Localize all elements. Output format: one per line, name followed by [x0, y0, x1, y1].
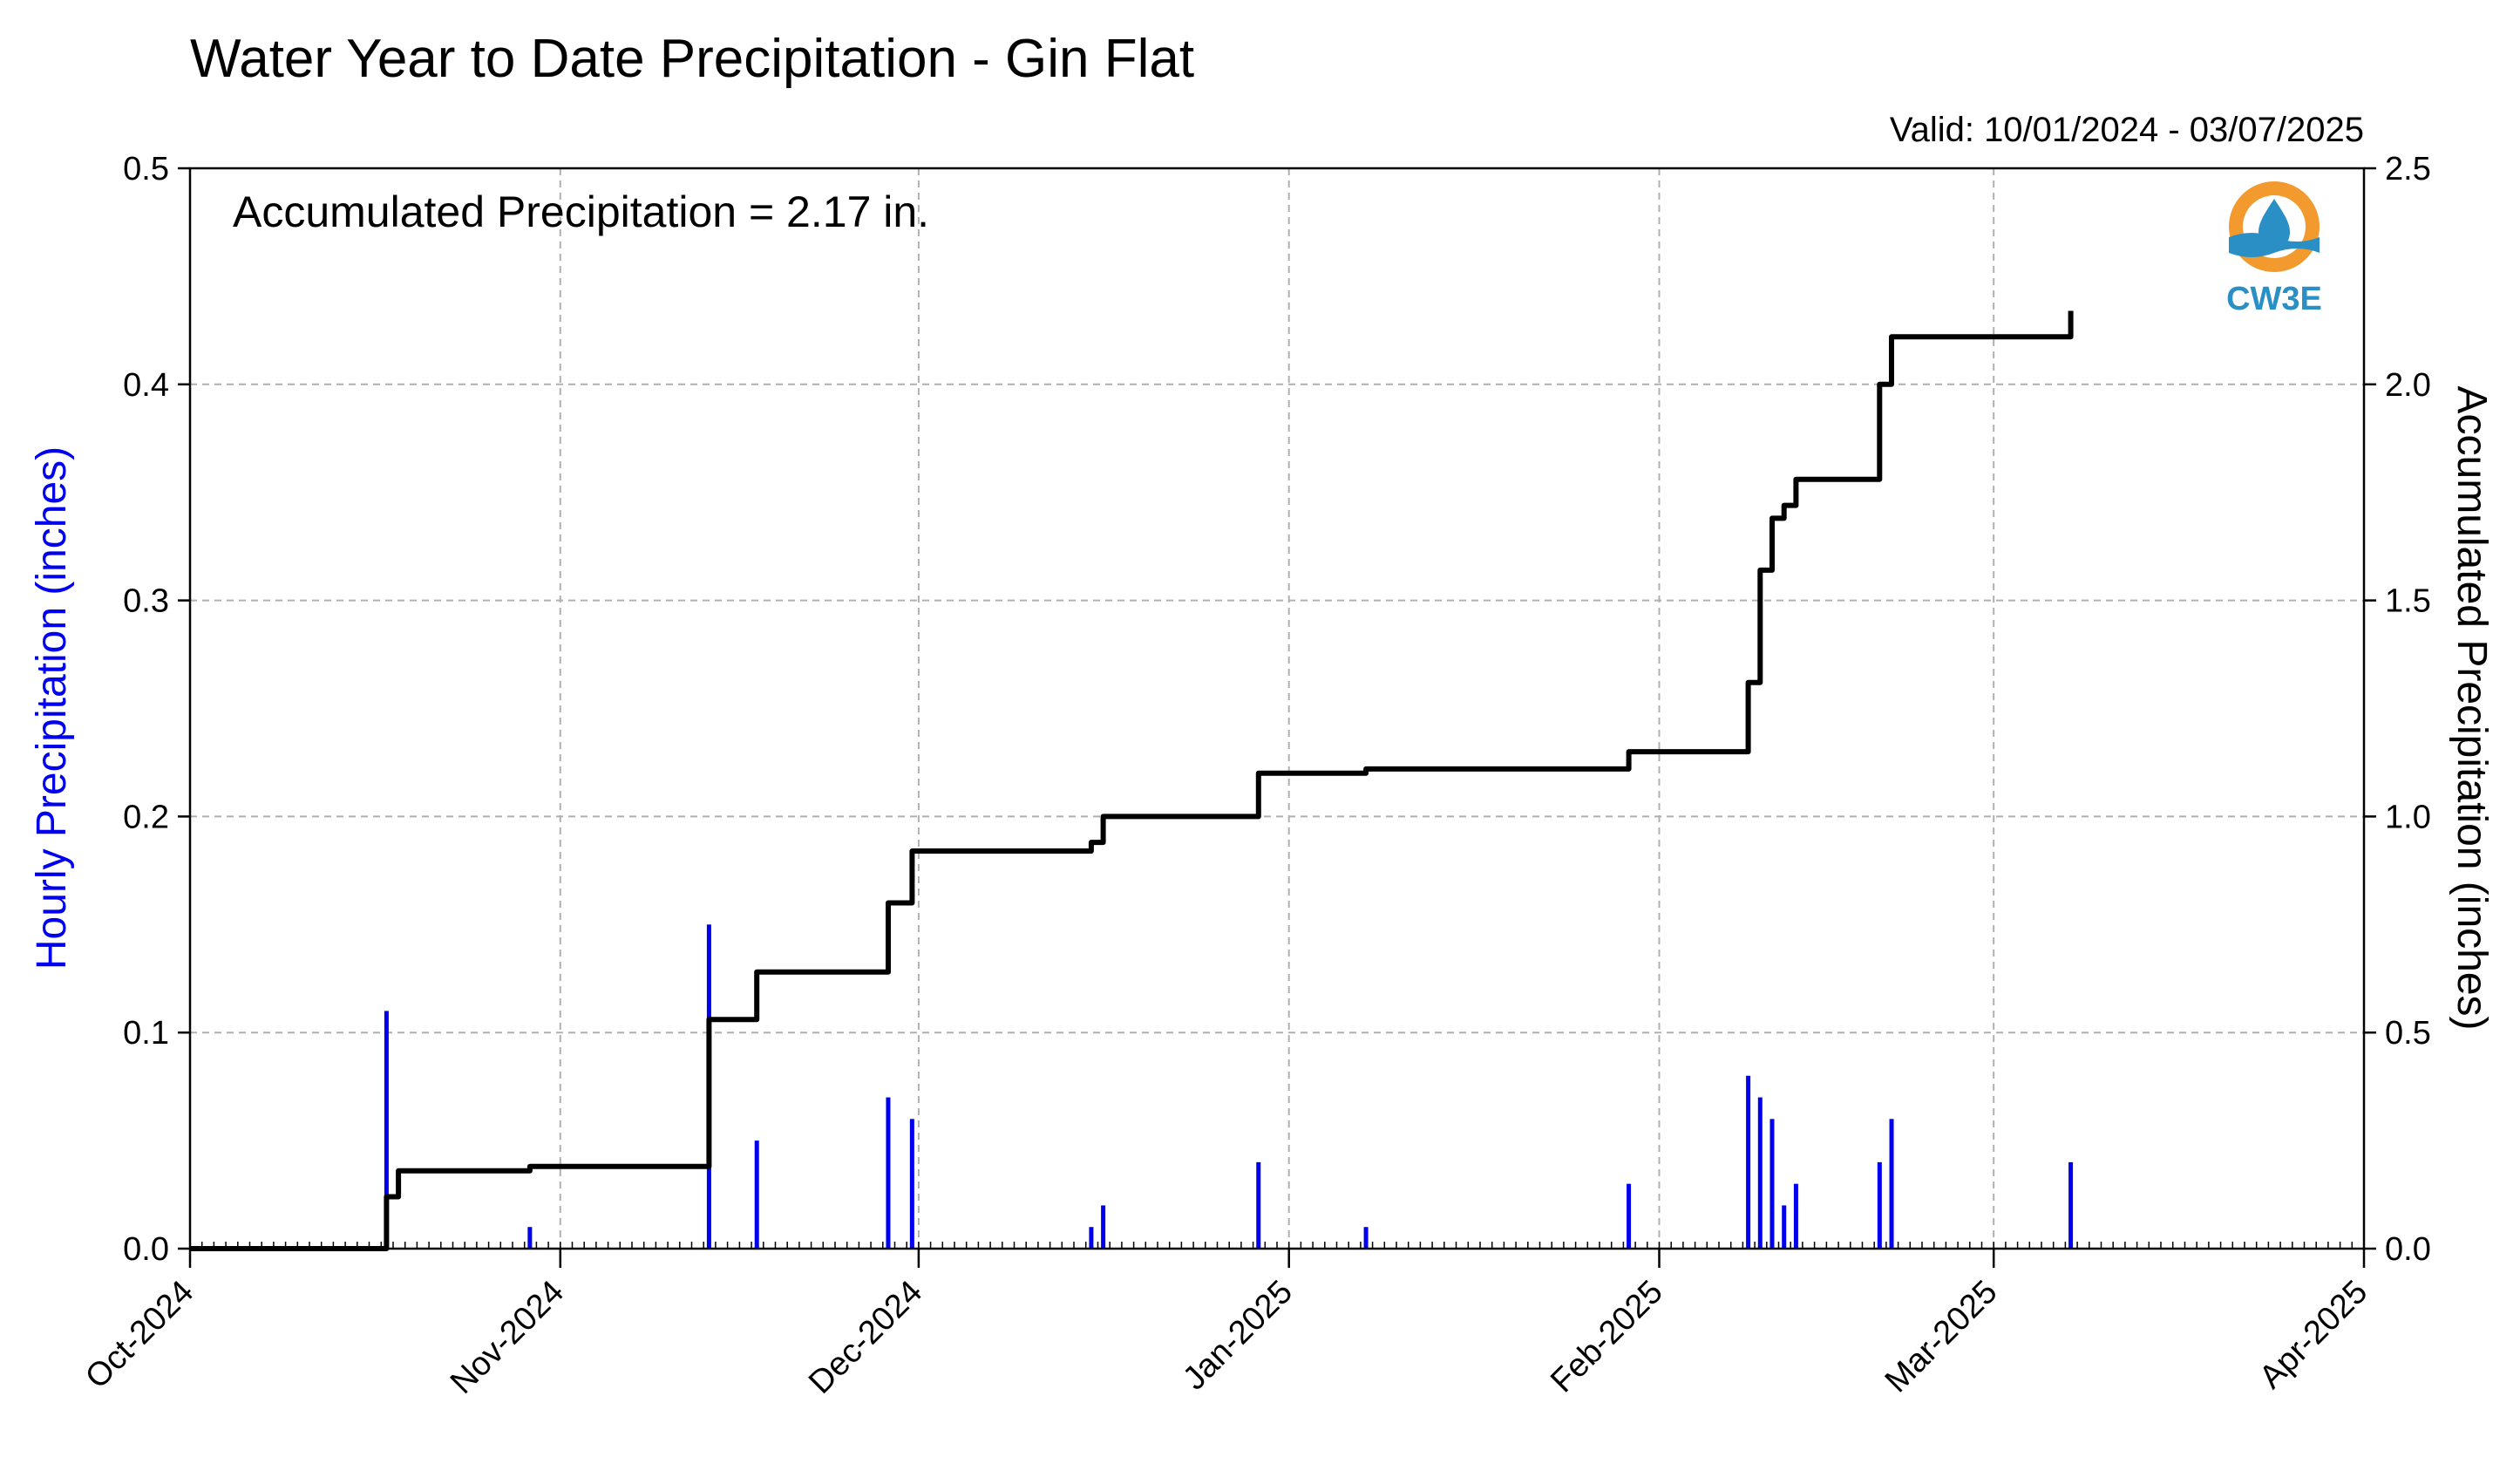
hourly-bar: [1889, 1119, 1894, 1249]
plot-frame: [188, 167, 2366, 1250]
hourly-bar: [1256, 1161, 1261, 1249]
accumulated-line: [190, 310, 2074, 1251]
valid-date-range: Valid: 10/01/2024 - 03/07/2025: [1890, 111, 2364, 149]
hourly-bar: [384, 1011, 389, 1249]
hourly-bars: [384, 924, 2074, 1249]
y-right-tick-label: 2.0: [2385, 367, 2431, 404]
hourly-bar: [1101, 1205, 1106, 1249]
hourly-bar: [527, 1227, 533, 1249]
x-minor-ticks: [189, 1242, 2365, 1249]
x-tick-label: Dec-2024: [802, 1274, 929, 1401]
y-right-tick-label: 0.5: [2385, 1015, 2431, 1052]
y-axis-right-label: Accumulated Precipitation (inches): [2449, 385, 2495, 1030]
x-tick-label: Oct-2024: [78, 1274, 200, 1396]
y-left-tick-label: 0.5: [123, 151, 169, 187]
y-left-tick-label: 0.2: [123, 799, 169, 835]
cw3e-logo: CW3E: [2226, 181, 2322, 317]
hourly-bar: [1363, 1227, 1369, 1249]
y-left-tick-label: 0.3: [123, 583, 169, 620]
y-left-tick-label: 0.1: [123, 1015, 169, 1052]
hourly-bar: [754, 1141, 759, 1249]
x-tick-label: Feb-2025: [1544, 1274, 1670, 1400]
axes: 0.0 0.1 0.2 0.3 0.4 0.5 0.0 0.5 1.0 1.5 2.0 2.5 Oct-…: [78, 151, 2431, 1401]
hourly-bar: [1757, 1097, 1763, 1249]
logo-text: CW3E: [2226, 281, 2322, 317]
y-axis-left-label: Hourly Precipitation (inches): [29, 446, 75, 970]
x-tick-label: Mar-2025: [1878, 1274, 2005, 1400]
y-left-tick-label: 0.4: [123, 367, 169, 404]
y-right-tick-label: 1.0: [2385, 799, 2431, 835]
hourly-bar: [1089, 1227, 1094, 1249]
x-tick-label: Apr-2025: [2252, 1274, 2374, 1396]
y-right-tick-label: 0.0: [2385, 1231, 2431, 1268]
hourly-bar: [1877, 1161, 1882, 1249]
logo-wave-icon: [2229, 233, 2320, 257]
hourly-bar: [2068, 1161, 2074, 1249]
y-right-tick-label: 2.5: [2385, 151, 2431, 187]
hourly-bar: [1746, 1075, 1751, 1249]
hourly-bar: [1769, 1119, 1775, 1249]
hourly-bar: [909, 1119, 914, 1249]
accumulated-annotation: Accumulated Precipitation = 2.17 in.: [233, 187, 929, 236]
x-tick-label: Nov-2024: [444, 1274, 571, 1401]
hourly-bar: [1782, 1205, 1787, 1249]
grid-lines: [190, 168, 2364, 1249]
y-left-tick-label: 0.0: [123, 1231, 169, 1268]
chart-title: Water Year to Date Precipitation - Gin F…: [190, 29, 1194, 89]
hourly-bar: [1627, 1183, 1632, 1249]
accumulated-step-line: [190, 310, 2074, 1251]
y-right-tick-label: 1.5: [2385, 583, 2431, 620]
x-tick-label: Jan-2025: [1176, 1274, 1300, 1398]
hourly-bar: [886, 1097, 891, 1249]
hourly-bar: [1793, 1183, 1798, 1249]
